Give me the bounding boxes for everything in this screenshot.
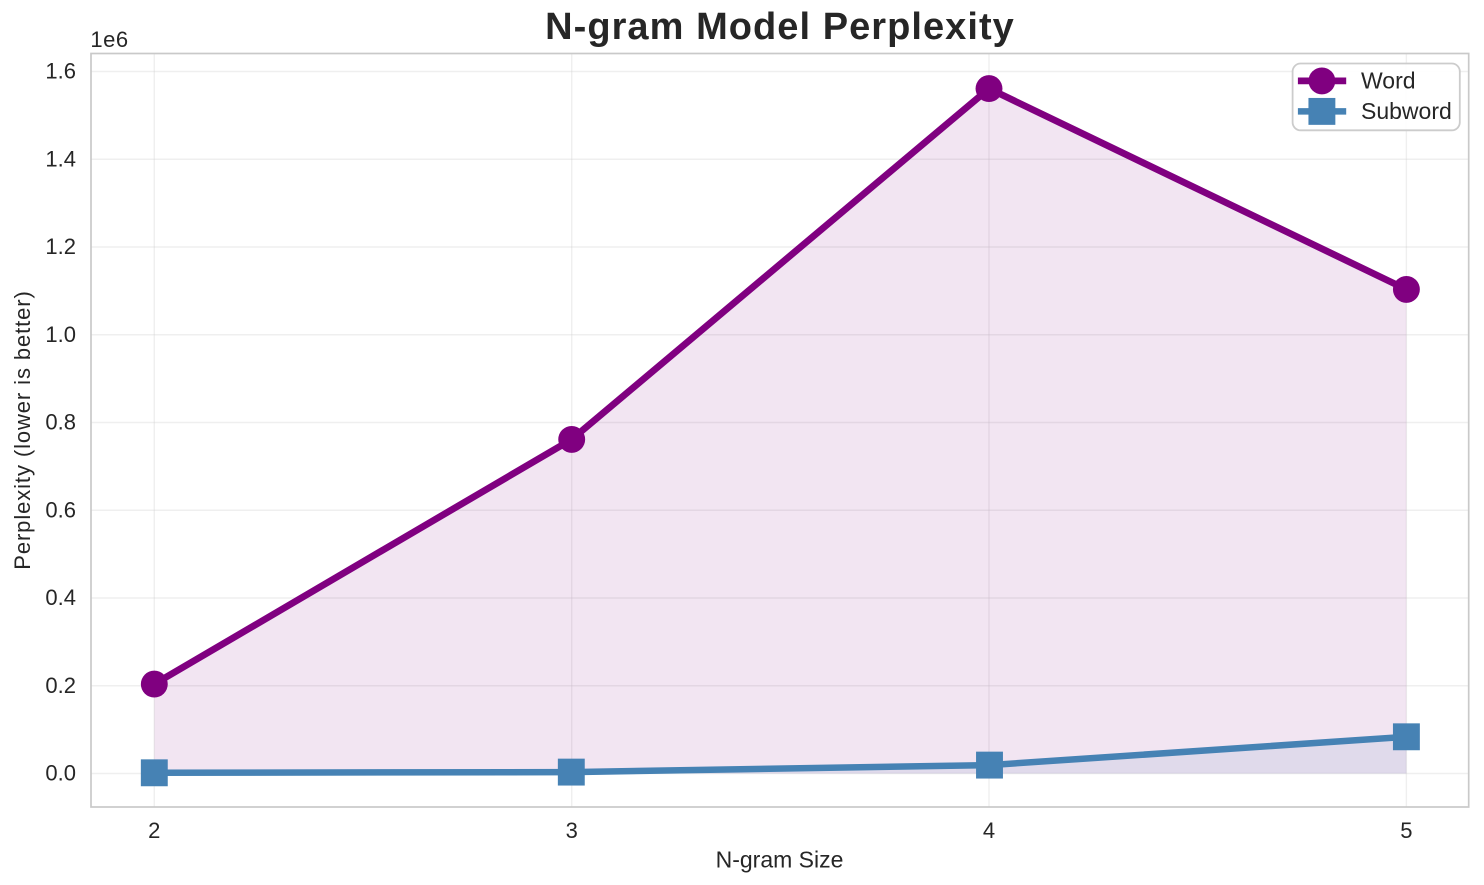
svg-text:0.2: 0.2 (45, 673, 76, 698)
svg-text:1.0: 1.0 (45, 322, 76, 347)
svg-text:3: 3 (566, 818, 578, 843)
svg-text:N-gram Model Perplexity: N-gram Model Perplexity (545, 6, 1015, 48)
svg-text:0.4: 0.4 (45, 585, 76, 610)
svg-text:1.6: 1.6 (45, 59, 76, 84)
svg-text:0.8: 0.8 (45, 410, 76, 435)
svg-text:N-gram Size: N-gram Size (716, 846, 844, 872)
svg-text:5: 5 (1400, 818, 1412, 843)
svg-text:Word: Word (1361, 68, 1416, 94)
svg-text:1.2: 1.2 (45, 234, 76, 259)
svg-text:0.0: 0.0 (45, 761, 76, 786)
svg-text:1.4: 1.4 (45, 146, 76, 171)
svg-text:4: 4 (983, 818, 995, 843)
svg-text:2: 2 (148, 818, 160, 843)
svg-text:Subword: Subword (1361, 98, 1452, 124)
svg-text:1e6: 1e6 (90, 27, 128, 52)
svg-text:Perplexity (lower is better): Perplexity (lower is better) (10, 290, 35, 570)
svg-text:0.6: 0.6 (45, 497, 76, 522)
